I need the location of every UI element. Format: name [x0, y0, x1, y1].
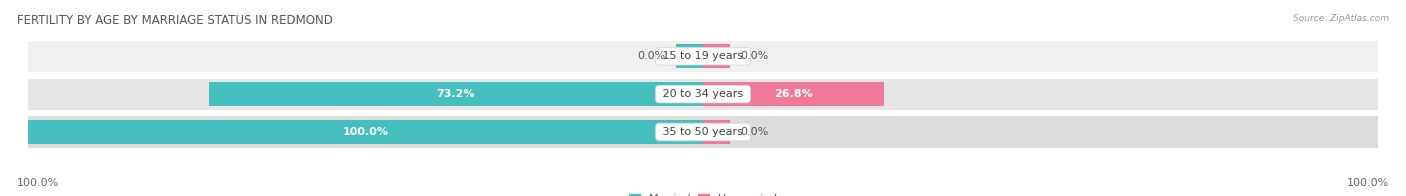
Bar: [703, 44, 730, 68]
Bar: [209, 82, 703, 106]
Bar: [703, 82, 884, 106]
Text: 0.0%: 0.0%: [638, 51, 666, 61]
Text: 100.0%: 100.0%: [17, 178, 59, 188]
Text: 0.0%: 0.0%: [740, 51, 768, 61]
Text: 26.8%: 26.8%: [775, 89, 813, 99]
Text: Source: ZipAtlas.com: Source: ZipAtlas.com: [1294, 14, 1389, 23]
Text: 100.0%: 100.0%: [343, 127, 388, 137]
Text: FERTILITY BY AGE BY MARRIAGE STATUS IN REDMOND: FERTILITY BY AGE BY MARRIAGE STATUS IN R…: [17, 14, 333, 27]
Bar: [703, 120, 730, 144]
Text: 73.2%: 73.2%: [437, 89, 475, 99]
Text: 100.0%: 100.0%: [1347, 178, 1389, 188]
Text: 15 to 19 years: 15 to 19 years: [659, 51, 747, 61]
Bar: [28, 41, 1378, 72]
Text: 20 to 34 years: 20 to 34 years: [659, 89, 747, 99]
Legend: Married, Unmarried: Married, Unmarried: [624, 189, 782, 196]
Text: 0.0%: 0.0%: [740, 127, 768, 137]
Bar: [28, 79, 1378, 110]
Bar: [28, 116, 1378, 148]
Bar: [676, 44, 703, 68]
Bar: [28, 120, 703, 144]
Text: 35 to 50 years: 35 to 50 years: [659, 127, 747, 137]
